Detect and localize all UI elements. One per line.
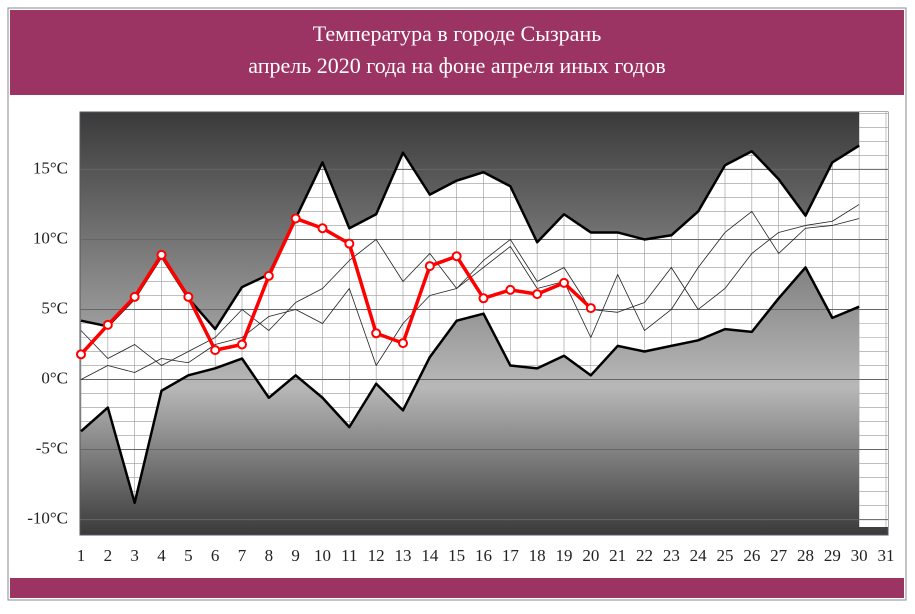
x-tick-label: 18 (529, 546, 546, 565)
x-tick-label: 31 (878, 546, 895, 565)
x-tick-label: 6 (211, 546, 220, 565)
x-tick-label: 4 (157, 546, 166, 565)
title-bar (10, 10, 904, 95)
y-tick-label: 5°C (41, 298, 68, 317)
point (478, 293, 489, 304)
x-tick-label: 21 (609, 546, 626, 565)
point (317, 223, 328, 234)
x-tick-label: 12 (368, 546, 385, 565)
x-tick-label: 26 (743, 546, 760, 565)
point (129, 291, 140, 302)
point (263, 270, 274, 281)
x-tick-label: 27 (770, 546, 788, 565)
x-tick-label: 2 (104, 546, 113, 565)
x-tick-label: 8 (265, 546, 274, 565)
y-tick-label: 15°C (33, 158, 68, 177)
x-tick-label: 7 (238, 546, 247, 565)
extreme-line (80, 266, 860, 505)
y-tick-label: -5°C (36, 438, 68, 457)
point (344, 238, 355, 249)
point (290, 213, 301, 224)
point (102, 319, 113, 330)
chart-subtitle: апрель 2020 года на фоне апреля иных год… (248, 53, 666, 78)
x-tick-label: 3 (130, 546, 139, 565)
x-tick-label: 14 (421, 546, 439, 565)
point (451, 251, 462, 262)
point (398, 338, 408, 349)
y-tick-label: 0°C (41, 368, 68, 387)
x-tick-label: 29 (824, 546, 841, 565)
point (76, 349, 86, 360)
x-tick-label: 24 (690, 546, 708, 565)
x-tick-label: 11 (341, 546, 357, 565)
point (585, 303, 596, 314)
point (210, 345, 221, 356)
x-tick-label: 22 (636, 546, 653, 565)
x-tick-label: 28 (797, 546, 814, 565)
extreme-line (80, 144, 860, 331)
chart-title: Температура в городе Сызрань (313, 21, 602, 46)
x-tick-label: 19 (556, 546, 573, 565)
x-tick-label: 17 (502, 546, 520, 565)
x-tick-label: 20 (582, 546, 599, 565)
point (532, 289, 543, 300)
x-tick-label: 13 (395, 546, 412, 565)
footer-bar (10, 578, 904, 598)
x-tick-label: 16 (475, 546, 492, 565)
x-tick-label: 30 (851, 546, 868, 565)
x-tick-label: 15 (448, 546, 465, 565)
y-tick-label: -10°C (27, 508, 68, 527)
point (559, 277, 569, 288)
x-tick-label: 10 (314, 546, 331, 565)
point (183, 291, 194, 302)
point (424, 261, 435, 272)
x-tick-label: 25 (717, 546, 734, 565)
point (505, 284, 516, 295)
x-tick-label: 1 (77, 546, 86, 565)
point (237, 339, 247, 350)
y-tick-label: 10°C (33, 228, 68, 247)
x-tick-label: 5 (184, 546, 193, 565)
point (156, 249, 167, 260)
x-tick-label: 9 (291, 546, 300, 565)
point (371, 328, 382, 339)
x-tick-label: 23 (663, 546, 680, 565)
